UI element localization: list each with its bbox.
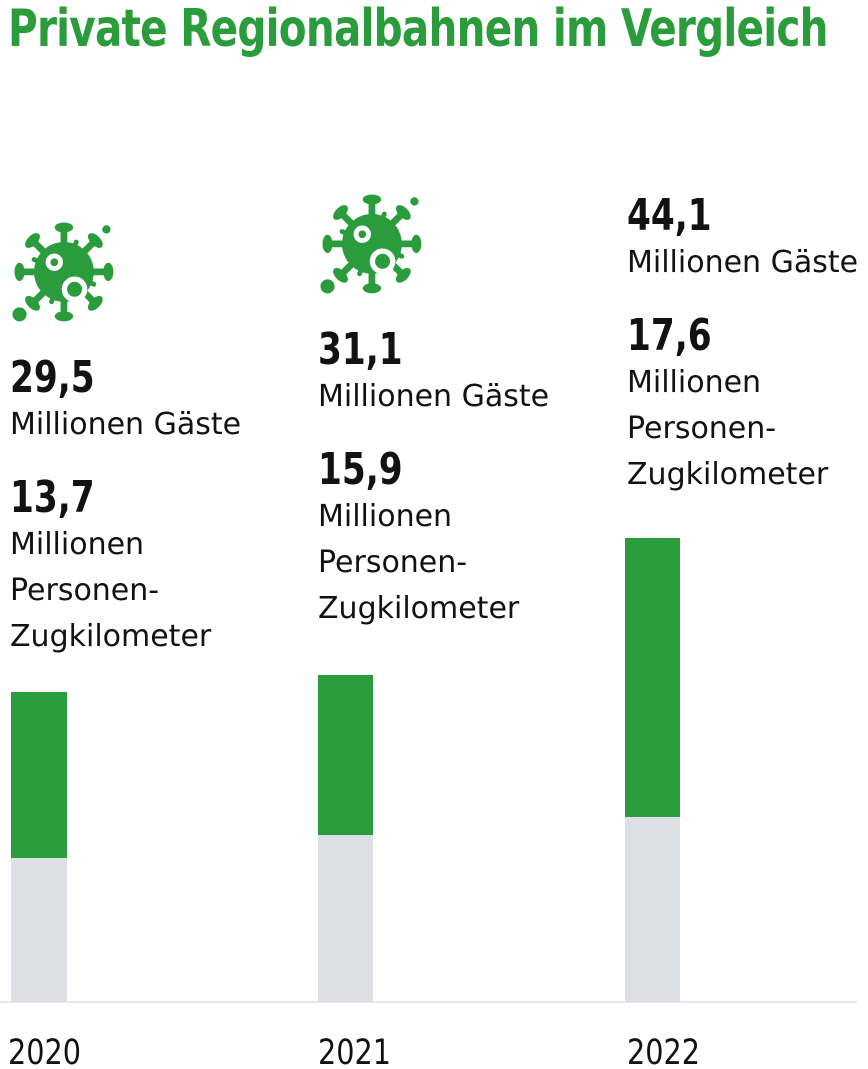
guests-value-2021: 31,1 <box>318 324 403 375</box>
axis-label-2022: 2022 <box>627 1033 701 1069</box>
bar-2021 <box>318 674 373 1002</box>
guests-value-2022: 44,1 <box>627 190 712 241</box>
zugkm-label-2021-line1: Millionen <box>318 499 453 534</box>
zugkm-label-2021-line2: Personen- <box>318 545 468 580</box>
zugkm-label-2020-line2: Personen- <box>10 573 160 608</box>
guests-label-2022: Millionen Gäste <box>627 245 859 280</box>
bar-2022-zugkm-segment <box>625 816 680 1003</box>
stat-column-2021: 31,1 Millionen Gäste 15,9 Millionen Pers… <box>318 184 618 632</box>
axis-baseline <box>0 1001 857 1003</box>
zugkm-label-2020-line3: Zugkilometer <box>10 619 212 654</box>
bar-2022-guests-segment <box>625 538 680 817</box>
stat-column-2020: 29,5 Millionen Gäste 13,7 Millionen Pers… <box>10 212 310 660</box>
bar-2022 <box>625 538 680 1003</box>
bar-2021-guests-segment <box>318 674 373 835</box>
zugkm-label-2021-line3: Zugkilometer <box>318 591 520 626</box>
bar-2021-zugkm-segment <box>318 834 373 1002</box>
zugkm-label-2022-line3: Zugkilometer <box>627 457 829 492</box>
zugkm-value-2022: 17,6 <box>627 310 712 361</box>
page-title: Private Regionalbahnen im Vergleich <box>8 0 868 58</box>
bar-2020-zugkm-segment <box>11 857 67 1002</box>
page-title-text: Private Regionalbahnen im Vergleich <box>8 0 829 59</box>
zugkm-value-2021: 15,9 <box>318 444 403 495</box>
zugkm-label-2020-line1: Millionen <box>10 527 145 562</box>
zugkm-value-2020: 13,7 <box>10 472 95 523</box>
coronavirus-icon <box>320 194 422 294</box>
axis-label-2021: 2021 <box>318 1033 392 1069</box>
guests-label-2020: Millionen Gäste <box>10 407 242 442</box>
bar-2020 <box>11 691 67 1002</box>
guests-value-2020: 29,5 <box>10 352 95 403</box>
zugkm-label-2022-line1: Millionen <box>627 365 762 400</box>
bar-2020-guests-segment <box>11 691 67 858</box>
stat-column-2022: 44,1 Millionen Gäste 17,6 Millionen Pers… <box>627 192 868 498</box>
zugkm-label-2022-line2: Personen- <box>627 411 777 446</box>
coronavirus-icon <box>12 222 114 322</box>
guests-label-2021: Millionen Gäste <box>318 379 550 414</box>
axis-label-2020: 2020 <box>8 1033 82 1069</box>
